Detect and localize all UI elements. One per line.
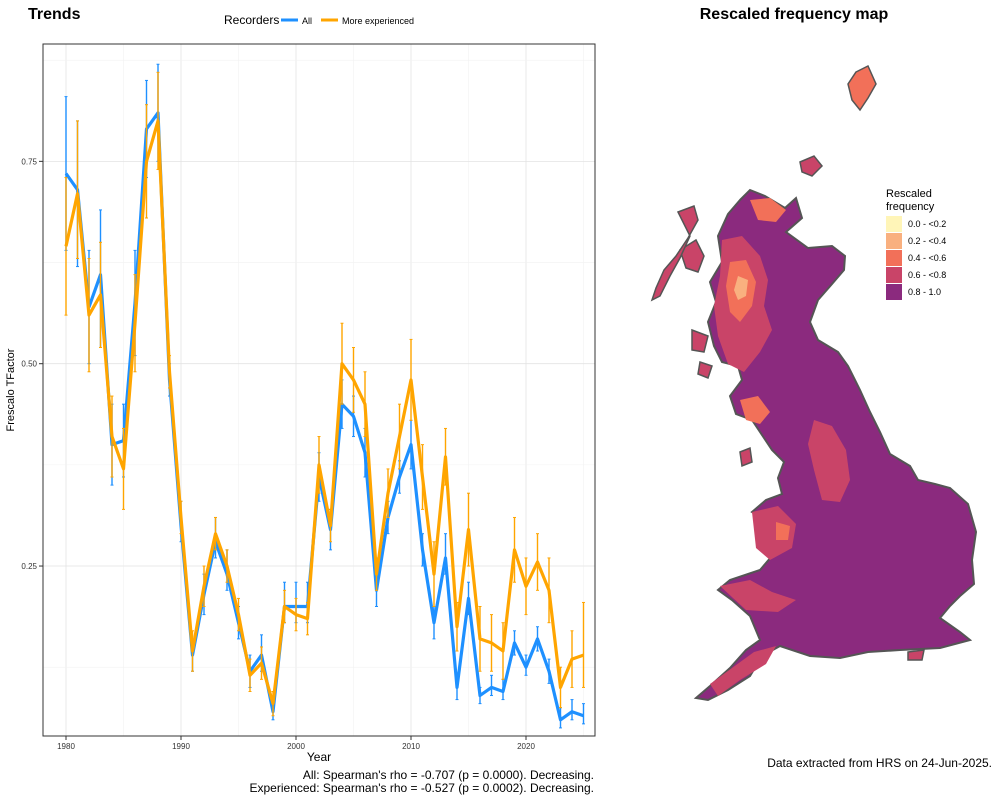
map-legend-swatch xyxy=(886,233,902,249)
map-shapes xyxy=(650,64,978,702)
isle-of-wight xyxy=(907,649,925,661)
y-tick-label: 0.75 xyxy=(21,157,37,166)
stat-annotation-experienced: Experienced: Spearman's rho = -0.527 (p … xyxy=(250,781,595,795)
x-tick-label: 1980 xyxy=(57,742,75,751)
x-axis-label: Year xyxy=(307,750,331,764)
outer-hebrides xyxy=(650,205,699,302)
legend-label-all: All xyxy=(302,16,312,26)
plot-panel-border xyxy=(42,43,596,737)
map-legend-label: 0.2 - <0.4 xyxy=(908,236,946,246)
map-legend: Rescaled frequency 0.0 - <0.2 0.2 - <0.4 0… xyxy=(886,188,946,300)
argyll-patch xyxy=(740,396,770,424)
mull-islay xyxy=(691,328,713,379)
map-legend-swatch xyxy=(886,267,902,283)
map-legend-swatch xyxy=(886,284,902,300)
isle-of-man xyxy=(739,446,753,468)
y-axis-label: Frescalo TFactor xyxy=(5,348,17,431)
map-legend-label: 0.8 - 1.0 xyxy=(908,287,941,297)
legend-label-experienced: More experienced xyxy=(342,16,414,26)
legend-title: Recorders xyxy=(224,13,279,27)
x-tick-label: 1990 xyxy=(172,742,190,751)
highlands-patch-lowest xyxy=(734,276,748,300)
map-legend-title-line1: Rescaled xyxy=(886,188,932,200)
caithness-patch xyxy=(750,198,786,222)
cornwall-patch xyxy=(710,646,776,696)
series-line xyxy=(64,119,585,706)
map-legend-swatch xyxy=(886,250,902,266)
map-legend-label: 0.0 - <0.2 xyxy=(908,219,946,229)
orkney xyxy=(799,155,824,177)
stat-annotation-all: All: Spearman's rho = -0.707 (p = 0.0000… xyxy=(303,768,594,782)
map-legend-label: 0.6 - <0.8 xyxy=(908,270,946,280)
map-panel: Rescaled frequency map R xyxy=(600,0,1000,800)
map-title: Rescaled frequency map xyxy=(700,6,889,23)
axes: 1980 1990 2000 2010 2020 0.25 0.50 0.75 xyxy=(21,157,535,751)
grid xyxy=(43,44,595,736)
series-more-experienced xyxy=(64,71,585,717)
map-legend-swatch xyxy=(886,216,902,232)
shetland xyxy=(847,64,877,112)
pennines-patch xyxy=(808,420,850,502)
map-caption: Data extracted from HRS on 24-Jun-2025. xyxy=(767,756,992,770)
x-tick-label: 2000 xyxy=(287,742,305,751)
frequency-map: Rescaled frequency map R xyxy=(650,6,992,770)
trend-chart: Trends Recorders All More experienced 19… xyxy=(5,6,596,795)
y-tick-label: 0.50 xyxy=(21,360,37,369)
wales-patch xyxy=(752,506,796,560)
map-legend-label: 0.4 - <0.6 xyxy=(908,253,946,263)
wales-patch-low xyxy=(776,522,790,540)
series-layer xyxy=(64,63,585,729)
x-tick-label: 2020 xyxy=(517,742,535,751)
south-wales-patch xyxy=(720,580,796,612)
y-tick-label: 0.25 xyxy=(21,562,37,571)
hebrides-skye xyxy=(679,238,705,273)
map-legend-title-line2: frequency xyxy=(886,201,935,213)
x-tick-label: 2010 xyxy=(402,742,420,751)
trend-chart-title: Trends xyxy=(28,6,81,23)
trend-legend: Recorders All More experienced xyxy=(224,13,414,27)
